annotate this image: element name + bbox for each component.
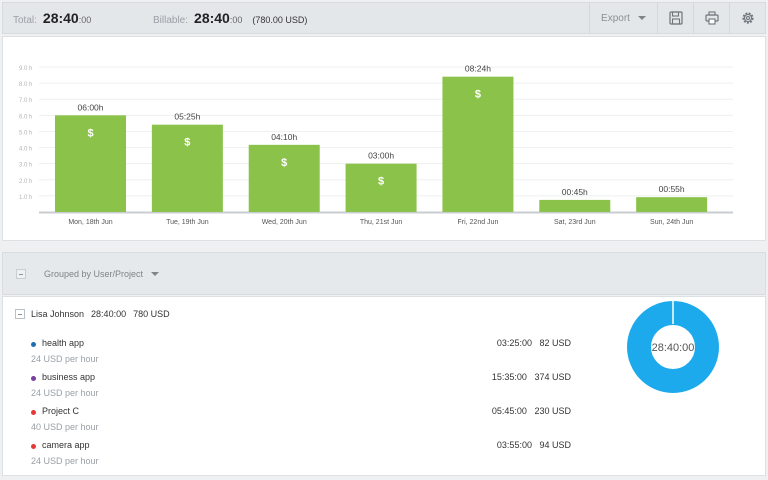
group-header: Grouped by User/Project xyxy=(2,252,766,295)
x-tick-label: Sun, 24th Jun xyxy=(650,219,693,226)
billable-dollar-icon: $ xyxy=(87,127,93,139)
project-rate: 24 USD per hour xyxy=(31,388,99,398)
weekly-chart: 1.0 h 2.0 h 3.0 h 4.0 h 5.0 h 6.0 h 7.0 h 8.0 h… xyxy=(2,36,766,241)
y-tick-label: 8.0 h xyxy=(19,82,32,88)
project-color-dot xyxy=(31,376,36,381)
data-label: 08:24h xyxy=(465,64,491,74)
y-tick-label: 1.0 h xyxy=(19,195,32,201)
donut-chart: 28:40:00 xyxy=(627,301,719,393)
bar xyxy=(539,199,611,212)
save-button[interactable] xyxy=(657,3,693,33)
project-stats: 03:25:00 82 USD xyxy=(497,338,571,348)
project-time: 03:55:00 xyxy=(496,440,532,450)
project-time: 15:35:00 xyxy=(491,372,527,382)
export-label: Export xyxy=(601,12,630,24)
project-amount: 230 USD xyxy=(534,406,571,416)
billable-dollar-icon: $ xyxy=(184,137,190,149)
x-tick-label: Mon, 18th Jun xyxy=(68,219,112,226)
billable-amount: (780.00 USD) xyxy=(252,15,308,25)
project-rate: 24 USD per hour xyxy=(31,456,99,466)
billable-label: Billable: xyxy=(153,15,189,26)
total-value: 28:40:00 xyxy=(42,10,92,26)
user-time: 28:40:00 xyxy=(91,309,127,319)
y-tick-label: 7.0 h xyxy=(19,98,32,104)
x-tick-label: Tue, 19th Jun xyxy=(166,219,209,226)
summary-bar: Total: 28:40:00 Billable: 28:40:00 (780.… xyxy=(2,2,766,34)
toolbar: Export xyxy=(589,3,765,33)
y-tick-label: 2.0 h xyxy=(19,179,32,185)
project-row: business app 24 USD per hour 15:35:00 37… xyxy=(31,372,571,402)
save-icon xyxy=(668,11,683,25)
report-panel: Lisa Johnson 28:40:00 780 USD health app… xyxy=(2,296,766,476)
billable-dollar-icon: $ xyxy=(281,157,287,169)
project-color-dot xyxy=(31,410,36,415)
y-tick-label: 4.0 h xyxy=(19,147,32,153)
x-tick-label: Sat, 23rd Jun xyxy=(554,219,596,226)
billable-value: 28:40:00 xyxy=(194,10,243,26)
project-name: health app xyxy=(42,338,85,348)
settings-button[interactable] xyxy=(729,3,765,33)
data-label: 00:55h xyxy=(659,184,685,194)
project-stats: 05:45:00 230 USD xyxy=(492,406,571,416)
x-tick-label: Wed, 20th Jun xyxy=(262,219,307,226)
bar-chart: 1.0 h 2.0 h 3.0 h 4.0 h 5.0 h 6.0 h 7.0 h 8.0 h… xyxy=(19,64,733,226)
bar xyxy=(442,76,514,212)
project-time: 03:25:00 xyxy=(496,338,532,348)
project-name: camera app xyxy=(42,440,90,450)
y-tick-label: 6.0 h xyxy=(19,114,32,120)
donut-center-label: 28:40:00 xyxy=(652,342,695,354)
bar xyxy=(248,144,320,212)
user-row[interactable]: Lisa Johnson 28:40:00 780 USD xyxy=(15,309,177,319)
billable-summary: Billable: 28:40:00 (780.00 USD) xyxy=(153,10,307,26)
data-label: 00:45h xyxy=(562,187,588,197)
export-dropdown[interactable]: Export xyxy=(589,3,657,33)
group-by-label[interactable]: Grouped by User/Project xyxy=(44,268,144,279)
user-amount: 780 USD xyxy=(133,309,170,319)
project-name: business app xyxy=(42,372,96,382)
project-time: 05:45:00 xyxy=(491,406,527,416)
bar xyxy=(151,124,223,212)
chevron-down-icon[interactable] xyxy=(151,271,160,276)
project-amount: 94 USD xyxy=(539,440,571,450)
data-label: 06:00h xyxy=(78,102,104,112)
gear-icon xyxy=(741,12,754,24)
y-tick-label: 5.0 h xyxy=(19,130,32,136)
project-row: health app 24 USD per hour 03:25:00 82 U… xyxy=(31,338,571,368)
project-row: Project C 40 USD per hour 05:45:00 230 U… xyxy=(31,406,571,436)
billable-dollar-icon: $ xyxy=(378,176,384,188)
x-tick-label: Fri, 22nd Jun xyxy=(457,219,498,226)
total-summary: Total: 28:40:00 xyxy=(13,10,91,26)
project-name: Project C xyxy=(42,406,80,416)
data-label: 03:00h xyxy=(368,151,394,161)
bar xyxy=(55,115,126,212)
y-tick-label: 9.0 h xyxy=(19,66,32,72)
bar xyxy=(345,163,417,212)
project-stats: 03:55:00 94 USD xyxy=(497,440,571,450)
user-name: Lisa Johnson xyxy=(31,309,85,319)
x-tick-label: Thu, 21st Jun xyxy=(360,219,403,226)
print-button[interactable] xyxy=(693,3,729,33)
project-rate: 40 USD per hour xyxy=(31,422,99,432)
data-label: 05:25h xyxy=(174,112,200,122)
chevron-down-icon xyxy=(637,16,646,20)
project-color-dot xyxy=(31,444,36,449)
y-tick-label: 3.0 h xyxy=(19,163,32,169)
bar xyxy=(636,197,708,212)
project-rate: 24 USD per hour xyxy=(31,354,99,364)
project-amount: 82 USD xyxy=(539,338,571,348)
project-row: camera app 24 USD per hour 03:55:00 94 U… xyxy=(31,440,571,470)
print-icon xyxy=(704,11,719,25)
collapse-user-checkbox[interactable] xyxy=(15,309,25,319)
project-stats: 15:35:00 374 USD xyxy=(492,372,571,382)
project-color-dot xyxy=(31,342,36,347)
total-label: Total: xyxy=(13,15,37,26)
collapse-all-checkbox[interactable] xyxy=(16,268,26,279)
data-label: 04:10h xyxy=(271,132,297,142)
billable-dollar-icon: $ xyxy=(475,89,481,101)
project-amount: 374 USD xyxy=(534,372,571,382)
